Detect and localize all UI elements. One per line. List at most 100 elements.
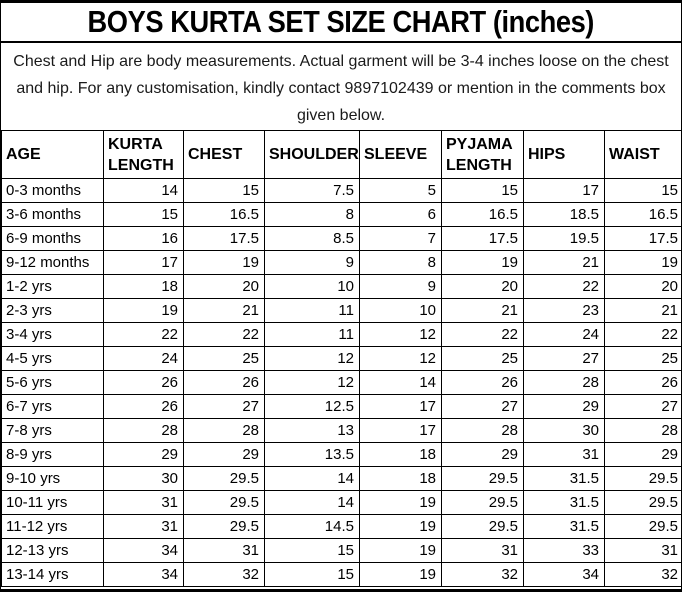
- value-cell-chest: 21: [183, 298, 265, 323]
- column-header-shoulder: SHOULDER: [264, 130, 360, 179]
- value-cell-waist: 17.5: [604, 226, 681, 251]
- value-cell-shoulder: 14: [264, 466, 360, 491]
- value-cell-waist: 22: [604, 322, 681, 347]
- age-cell: 2-3 yrs: [1, 298, 104, 323]
- value-cell-kurta-length: 15: [103, 202, 184, 227]
- column-header-chest: CHEST: [183, 130, 265, 179]
- value-cell-kurta-length: 30: [103, 466, 184, 491]
- value-cell-pyjama-length: 22: [441, 322, 524, 347]
- value-cell-chest: 29.5: [183, 466, 265, 491]
- age-cell: 4-5 yrs: [1, 346, 104, 371]
- value-cell-kurta-length: 24: [103, 346, 184, 371]
- value-cell-chest: 32: [183, 562, 265, 587]
- value-cell-pyjama-length: 26: [441, 370, 524, 395]
- age-cell: 13-14 yrs: [1, 562, 104, 587]
- value-cell-waist: 32: [604, 562, 681, 587]
- value-cell-sleeve: 17: [359, 418, 442, 443]
- column-header-waist: WAIST: [604, 130, 681, 179]
- value-cell-waist: 19: [604, 250, 681, 275]
- value-cell-waist: 29: [604, 442, 681, 467]
- value-cell-kurta-length: 19: [103, 298, 184, 323]
- value-cell-kurta-length: 22: [103, 322, 184, 347]
- value-cell-waist: 29.5: [604, 466, 681, 491]
- value-cell-kurta-length: 17: [103, 250, 184, 275]
- value-cell-pyjama-length: 29.5: [441, 490, 524, 515]
- value-cell-sleeve: 18: [359, 442, 442, 467]
- table-row: 6-7 yrs 26 27 12.5 17 27 29 27: [1, 394, 681, 419]
- value-cell-chest: 22: [183, 322, 265, 347]
- age-cell: 3-4 yrs: [1, 322, 104, 347]
- value-cell-shoulder: 9: [264, 250, 360, 275]
- value-cell-sleeve: 6: [359, 202, 442, 227]
- value-cell-hips: 21: [523, 250, 605, 275]
- value-cell-pyjama-length: 29.5: [441, 514, 524, 539]
- value-cell-waist: 29.5: [604, 514, 681, 539]
- value-cell-waist: 16.5: [604, 202, 681, 227]
- value-cell-kurta-length: 31: [103, 514, 184, 539]
- value-cell-shoulder: 11: [264, 298, 360, 323]
- value-cell-waist: 21: [604, 298, 681, 323]
- value-cell-pyjama-length: 20: [441, 274, 524, 299]
- value-cell-shoulder: 7.5: [264, 178, 360, 203]
- value-cell-kurta-length: 26: [103, 370, 184, 395]
- value-cell-shoulder: 8.5: [264, 226, 360, 251]
- value-cell-sleeve: 9: [359, 274, 442, 299]
- value-cell-chest: 20: [183, 274, 265, 299]
- value-cell-sleeve: 8: [359, 250, 442, 275]
- size-chart-table: AGE KURTA LENGTH CHEST SHOULDER SLEEVE PYJAMA…: [1, 130, 681, 587]
- value-cell-hips: 34: [523, 562, 605, 587]
- measurement-note-text: Chest and Hip are body measurements. Act…: [13, 52, 669, 124]
- value-cell-chest: 26: [183, 370, 265, 395]
- value-cell-hips: 23: [523, 298, 605, 323]
- value-cell-waist: 28: [604, 418, 681, 443]
- table-row: 2-3 yrs 19 21 11 10 21 23 21: [1, 298, 681, 323]
- age-cell: 6-7 yrs: [1, 394, 104, 419]
- age-cell: 9-10 yrs: [1, 466, 104, 491]
- table-row: 1-2 yrs 18 20 10 9 20 22 20: [1, 274, 681, 299]
- value-cell-hips: 27: [523, 346, 605, 371]
- value-cell-hips: 31.5: [523, 466, 605, 491]
- table-row: 9-12 months 17 19 9 8 19 21 19: [1, 250, 681, 275]
- value-cell-shoulder: 12.5: [264, 394, 360, 419]
- column-header-age: AGE: [1, 130, 104, 179]
- value-cell-shoulder: 8: [264, 202, 360, 227]
- column-header-pyjama-length: PYJAMA LENGTH: [441, 130, 524, 179]
- value-cell-pyjama-length: 21: [441, 298, 524, 323]
- value-cell-shoulder: 10: [264, 274, 360, 299]
- value-cell-chest: 17.5: [183, 226, 265, 251]
- value-cell-kurta-length: 18: [103, 274, 184, 299]
- age-cell: 11-12 yrs: [1, 514, 104, 539]
- value-cell-sleeve: 17: [359, 394, 442, 419]
- value-cell-kurta-length: 28: [103, 418, 184, 443]
- age-cell: 3-6 months: [1, 202, 104, 227]
- value-cell-sleeve: 19: [359, 562, 442, 587]
- value-cell-shoulder: 11: [264, 322, 360, 347]
- value-cell-shoulder: 12: [264, 370, 360, 395]
- value-cell-shoulder: 14: [264, 490, 360, 515]
- age-cell: 8-9 yrs: [1, 442, 104, 467]
- table-row: 4-5 yrs 24 25 12 12 25 27 25: [1, 346, 681, 371]
- value-cell-waist: 15: [604, 178, 681, 203]
- value-cell-pyjama-length: 29.5: [441, 466, 524, 491]
- value-cell-shoulder: 14.5: [264, 514, 360, 539]
- value-cell-kurta-length: 29: [103, 442, 184, 467]
- value-cell-hips: 31: [523, 442, 605, 467]
- value-cell-hips: 30: [523, 418, 605, 443]
- table-row: 12-13 yrs 34 31 15 19 31 33 31: [1, 538, 681, 563]
- value-cell-chest: 31: [183, 538, 265, 563]
- value-cell-pyjama-length: 31: [441, 538, 524, 563]
- age-cell: 10-11 yrs: [1, 490, 104, 515]
- value-cell-shoulder: 15: [264, 538, 360, 563]
- value-cell-waist: 27: [604, 394, 681, 419]
- value-cell-hips: 22: [523, 274, 605, 299]
- chart-title-bar: BOYS KURTA SET SIZE CHART (inches): [1, 3, 681, 43]
- value-cell-hips: 18.5: [523, 202, 605, 227]
- page-title: BOYS KURTA SET SIZE CHART (inches): [87, 4, 595, 39]
- column-header-hips: HIPS: [523, 130, 605, 179]
- value-cell-kurta-length: 34: [103, 562, 184, 587]
- value-cell-kurta-length: 14: [103, 178, 184, 203]
- value-cell-chest: 15: [183, 178, 265, 203]
- value-cell-waist: 25: [604, 346, 681, 371]
- value-cell-waist: 26: [604, 370, 681, 395]
- value-cell-kurta-length: 34: [103, 538, 184, 563]
